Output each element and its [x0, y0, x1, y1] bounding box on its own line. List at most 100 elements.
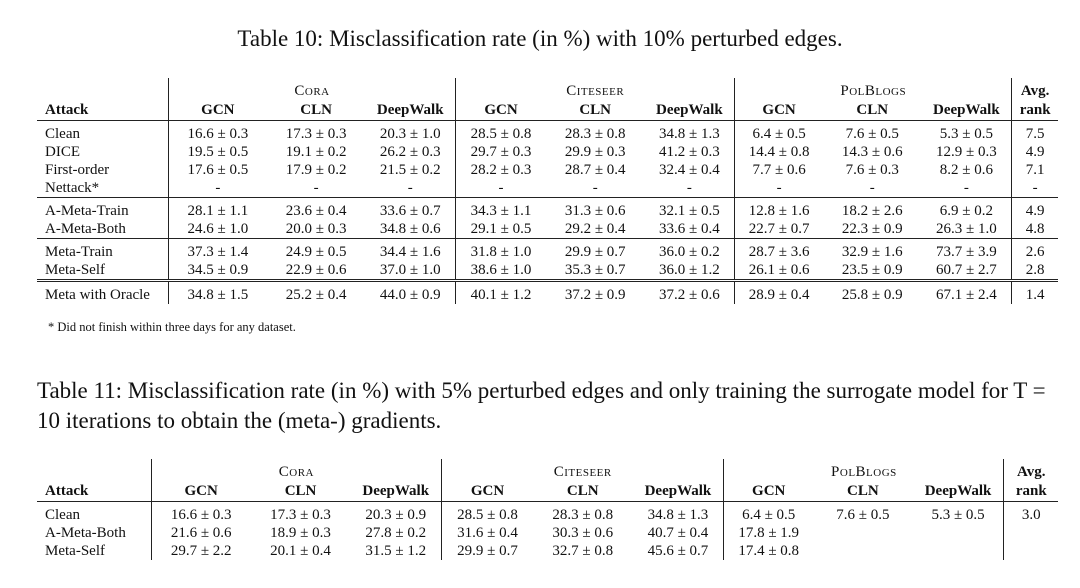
table-row: Meta-Train 37.3 ± 1.4 24.9 ± 0.5 34.4 ± 1.6… [37, 237, 1058, 261]
table-cell: 31.6 ± 0.4 [441, 523, 533, 542]
table-cell: 32.7 ± 0.8 [552, 542, 614, 559]
table-row: Clean 16.6 ± 0.3 17.3 ± 0.3 20.3 ± 1.0 28.5 … [37, 119, 1058, 143]
table-cell: 73.7 ± 3.9 [921, 237, 1012, 261]
table-cell: 19.5 ± 0.5 [167, 142, 267, 161]
table-row: First-order 17.6 ± 0.5 17.9 ± 0.2 21.5 ± 0.… [37, 160, 1058, 179]
attack-name: Meta with Oracle [37, 278, 169, 304]
table-cell: 20.3 ± 1.0 [365, 119, 456, 143]
table-cell: 29.9 ± 0.3 [564, 143, 626, 160]
table-cell: 12.8 ± 1.6 [734, 196, 823, 220]
table-cell: 67.1 ± 2.4 [921, 278, 1012, 304]
model-header-cln: CLN [579, 101, 612, 118]
table-cell: - [313, 179, 319, 196]
table-cell: 20.3 ± 0.9 [350, 500, 442, 524]
table-cell: 2.8 [1011, 260, 1058, 280]
dataset-header-citeseer: Citeseer [455, 78, 735, 100]
table-cell: 28.7 ± 0.4 [564, 161, 626, 178]
table-cell: 28.9 ± 0.4 [734, 278, 823, 304]
dataset-header-cora: Cora [167, 78, 456, 100]
table-cell: 1.4 [1011, 278, 1058, 304]
table-cell: 28.5 ± 0.8 [455, 119, 546, 143]
table-cell: 17.3 ± 0.3 [250, 500, 351, 524]
model-header-cln: CLN [847, 482, 879, 499]
table-cell: 33.6 ± 0.4 [658, 220, 720, 237]
table-cell: 2.6 [1011, 237, 1058, 261]
table-cell: 21.5 ± 0.2 [379, 161, 441, 178]
table-cell: 35.3 ± 0.7 [564, 261, 626, 278]
table-cell: 27.8 ± 0.2 [365, 524, 427, 541]
table-cell: 18.2 ± 2.6 [822, 196, 922, 220]
table-cell: 7.1 [1011, 160, 1058, 179]
table-cell: 20.1 ± 0.4 [270, 542, 331, 559]
model-header-deepwalk: DeepWalk [924, 482, 992, 499]
table-cell: 17.4 ± 0.8 [723, 541, 814, 560]
attack-name: First-order [45, 161, 110, 178]
table-cell: 26.3 ± 1.0 [936, 220, 997, 237]
table-cell: 60.7 ± 2.7 [936, 261, 997, 278]
table-row: Clean 16.6 ± 0.3 17.3 ± 0.3 20.3 ± 0.9 28.5 … [37, 500, 1058, 524]
table-cell: 4.9 [1011, 142, 1058, 161]
table-cell: 19.1 ± 0.2 [285, 143, 347, 160]
table-cell: 31.8 ± 1.0 [455, 237, 546, 261]
attack-name: Clean [37, 119, 169, 143]
attack-header: Attack [45, 482, 89, 499]
dataset-header-cora: Cora [150, 459, 442, 481]
table-cell: 6.9 ± 0.2 [921, 196, 1012, 220]
table-cell: 33.6 ± 0.7 [365, 196, 456, 220]
table-cell: - [167, 178, 267, 197]
table-cell: 22.9 ± 0.6 [285, 261, 347, 278]
table-cell [1003, 523, 1058, 542]
table-cell: 21.6 ± 0.6 [150, 523, 251, 542]
table-cell: 14.4 ± 0.8 [734, 142, 823, 161]
table-cell: 17.9 ± 0.2 [285, 161, 347, 178]
attack-name: DICE [45, 143, 80, 160]
table-cell: 34.3 ± 1.1 [455, 196, 546, 220]
table-cell: 18.9 ± 0.3 [270, 524, 331, 541]
attack-name: Clean [37, 500, 152, 524]
table-cell [813, 542, 913, 560]
table-cell: 24.6 ± 1.0 [167, 219, 267, 238]
table-cell: 37.2 ± 0.9 [545, 278, 645, 304]
table-cell: 17.8 ± 1.9 [723, 523, 814, 542]
table-cell: 40.1 ± 1.2 [455, 278, 546, 304]
table-cell: 22.3 ± 0.9 [841, 220, 903, 237]
table-cell: 31.5 ± 1.2 [365, 542, 427, 559]
table-cell [813, 524, 913, 542]
table-cell: 24.9 ± 0.5 [266, 237, 366, 261]
table-cell: 16.6 ± 0.3 [167, 119, 267, 143]
table-cell: - [455, 178, 546, 197]
model-header-gcn: GCN [723, 481, 814, 501]
table-cell [913, 524, 1004, 542]
table-cell: 36.0 ± 1.2 [658, 261, 720, 278]
table-10-caption: Table 10: Misclassification rate (in %) … [237, 26, 843, 51]
model-header-gcn: GCN [734, 100, 823, 120]
attack-name: Meta-Self [45, 542, 105, 559]
table-cell: 34.8 ± 1.3 [644, 119, 735, 143]
table-row: A-Meta-Both 24.6 ± 1.0 20.0 ± 0.3 34.8 ± 0.… [37, 219, 1058, 238]
table-cell [1003, 541, 1058, 560]
table-cell: 22.7 ± 0.7 [734, 219, 823, 238]
dataset-header-polblogs: PolBlogs [734, 78, 1012, 100]
table-cell: 29.9 ± 0.7 [545, 237, 645, 261]
avg-rank-header: Avg. [1011, 78, 1058, 100]
table-cell: 23.5 ± 0.9 [841, 261, 903, 278]
rank-header: rank [1011, 100, 1058, 120]
model-header-cln: CLN [284, 482, 317, 499]
table-cell: 26.2 ± 0.3 [379, 143, 441, 160]
table-cell: 5.3 ± 0.5 [912, 500, 1004, 524]
table-cell: 29.9 ± 0.7 [441, 541, 533, 560]
table-cell: 37.3 ± 1.4 [167, 237, 267, 261]
table-cell: 4.9 [1011, 196, 1058, 220]
table-cell: 34.8 ± 0.6 [379, 220, 441, 237]
table-cell: 34.8 ± 1.3 [632, 500, 724, 524]
table-cell: 28.3 ± 0.8 [545, 119, 645, 143]
rank-header: rank [1003, 481, 1058, 501]
table-cell: 40.7 ± 0.4 [647, 524, 709, 541]
table-cell: 26.1 ± 0.6 [734, 260, 823, 280]
attack-header: Attack [45, 101, 89, 118]
avg-rank-header: Avg. [1003, 459, 1058, 481]
model-header-cln: CLN [566, 482, 599, 499]
table-cell: 7.7 ± 0.6 [734, 160, 823, 179]
table-cell: 28.2 ± 0.3 [455, 160, 546, 179]
table-row: Nettack* - - - - - - - - - - [37, 178, 1058, 197]
